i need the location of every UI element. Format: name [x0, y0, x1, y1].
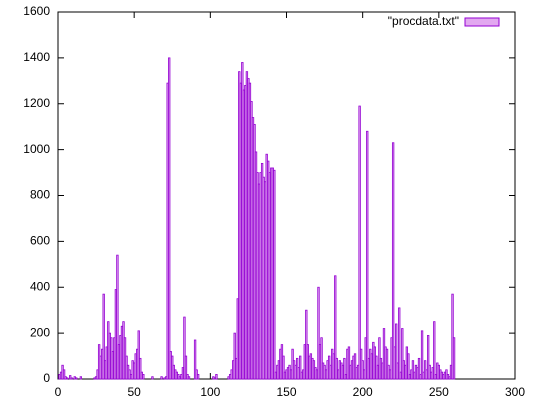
bar: [65, 377, 69, 380]
bar: [168, 57, 171, 380]
bar: [273, 169, 276, 380]
y-tick-label: 800: [30, 188, 50, 202]
bar: [299, 355, 302, 380]
bar: [407, 353, 410, 380]
bar: [139, 357, 142, 380]
bar: [187, 376, 191, 380]
bar: [75, 377, 78, 380]
bar: [398, 307, 401, 380]
bar: [320, 337, 323, 380]
bar: [385, 348, 389, 380]
bar: [401, 328, 404, 380]
bar: [62, 369, 66, 380]
bar: [102, 293, 105, 380]
legend-swatch: [464, 17, 500, 27]
bar: [347, 346, 351, 380]
x-tick-label: 300: [505, 385, 525, 399]
bar: [193, 339, 197, 380]
bar: [411, 360, 415, 380]
bar: [417, 357, 421, 380]
bar: [366, 130, 369, 380]
bar: [395, 323, 398, 380]
y-tick-label: 1400: [23, 50, 50, 64]
bar: [335, 357, 338, 380]
y-tick-label: 200: [30, 325, 50, 339]
bar: [151, 376, 154, 380]
bar: [433, 321, 436, 380]
legend-label: "procdata.txt": [388, 14, 459, 28]
bar: [427, 335, 430, 380]
bar: [70, 377, 73, 380]
x-tick-label: 50: [127, 385, 141, 399]
x-tick-label: 100: [200, 385, 220, 399]
bar: [334, 275, 337, 380]
bar: [184, 355, 188, 380]
y-tick-label: 1000: [23, 142, 50, 156]
bar: [343, 357, 346, 380]
y-tick-label: 0: [43, 371, 50, 385]
y-tick-label: 1600: [23, 4, 50, 18]
bar: [452, 337, 456, 380]
bar: [142, 374, 145, 380]
bar: [215, 374, 218, 380]
x-tick-label: 250: [429, 385, 449, 399]
y-tick-label: 1200: [23, 96, 50, 110]
bar: [233, 332, 236, 380]
x-tick-label: 150: [276, 385, 296, 399]
y-tick-label: 600: [30, 234, 50, 248]
bar: [282, 355, 285, 380]
bar: [353, 353, 357, 380]
bar: [358, 105, 361, 380]
bar: [116, 254, 119, 380]
bar: [183, 316, 186, 380]
plot-border: [57, 11, 516, 380]
bar: [420, 330, 424, 380]
y-tick-label: 400: [30, 279, 50, 293]
bar: [137, 330, 140, 380]
bar: [196, 374, 200, 380]
bar: [160, 376, 163, 380]
bar: [391, 142, 395, 380]
bar: [79, 376, 83, 380]
bar: [451, 293, 454, 380]
bar: [317, 286, 320, 380]
bar: [69, 375, 72, 380]
x-tick-label: 0: [55, 385, 62, 399]
x-tick-label: 200: [353, 385, 373, 399]
